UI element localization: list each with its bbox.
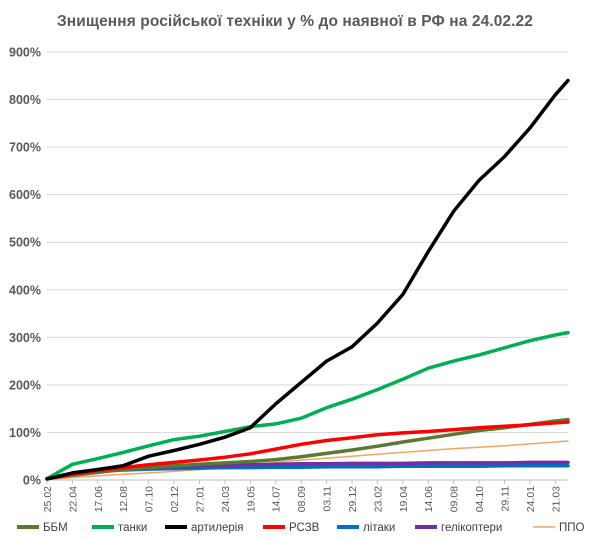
x-tick-label: 17.06 xyxy=(93,486,105,512)
y-tick-label: 700% xyxy=(9,141,41,155)
x-tick-label: 03.11 xyxy=(322,486,334,512)
series-line-7 xyxy=(46,440,569,481)
x-tick-label: 29.11 xyxy=(499,486,511,512)
y-tick-label: 0% xyxy=(23,474,41,488)
y-tick-label: 500% xyxy=(9,236,41,250)
y-tick-label: 400% xyxy=(9,283,41,297)
legend-label: літаки xyxy=(363,522,395,534)
x-tick-label: 14.07 xyxy=(271,486,283,512)
x-tick-label: 04.10 xyxy=(474,486,486,512)
x-tick-label: 24.03 xyxy=(220,486,232,512)
legend-label: гелікоптери xyxy=(441,522,502,534)
series-line-4 xyxy=(45,420,570,481)
chart-title: Знищення російської техніки у % до наявн… xyxy=(57,13,533,30)
legend-label: ББМ xyxy=(43,522,68,534)
legend-label: РСЗВ xyxy=(289,522,320,534)
legend-label: танки xyxy=(118,522,147,534)
series-line-3 xyxy=(45,78,570,481)
x-tick-label: 29.12 xyxy=(347,486,359,512)
legend-label: артилерія xyxy=(191,522,244,534)
y-tick-label: 200% xyxy=(9,378,41,392)
x-tick-label: 21.03 xyxy=(550,486,562,512)
x-tick-label: 14.06 xyxy=(423,486,435,512)
x-tick-label: 25.02 xyxy=(42,486,54,512)
x-tick-label: 09.08 xyxy=(449,486,461,512)
x-tick-label: 08.09 xyxy=(296,486,308,512)
legend-label: ППО xyxy=(559,522,585,534)
y-tick-label: 900% xyxy=(9,46,41,60)
y-tick-label: 100% xyxy=(9,426,41,440)
y-tick-label: 300% xyxy=(9,331,41,345)
series-line-1 xyxy=(45,417,570,481)
x-tick-label: 22.04 xyxy=(67,486,79,512)
x-tick-label: 24.01 xyxy=(525,486,537,512)
x-tick-label: 27.01 xyxy=(194,486,206,512)
x-tick-label: 12.08 xyxy=(118,486,130,512)
x-tick-label: 07.10 xyxy=(144,486,156,512)
y-tick-label: 600% xyxy=(9,188,41,202)
series-line-2 xyxy=(45,330,570,481)
x-tick-label: 19.05 xyxy=(245,486,257,512)
y-tick-label: 800% xyxy=(9,93,41,107)
x-tick-label: 02.12 xyxy=(169,486,181,512)
x-tick-label: 19.04 xyxy=(398,486,410,512)
x-tick-label: 23.02 xyxy=(372,486,384,512)
